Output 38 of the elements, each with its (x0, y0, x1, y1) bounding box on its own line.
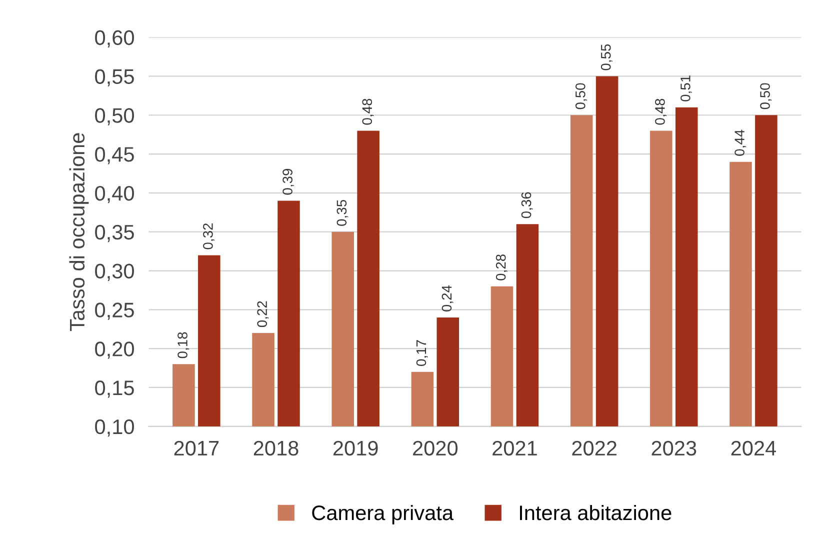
data-label: 0,22 (257, 301, 269, 328)
y-tick-label: 0,40 (95, 186, 134, 204)
y-tick-label: 0,45 (95, 147, 134, 164)
data-label: 0,48 (655, 98, 667, 125)
x-tick-label: 2020 (413, 440, 458, 456)
y-axis-title: Tasso di occupazione (69, 133, 89, 331)
y-tick-label: 0,10 (95, 419, 134, 437)
y-tick-label: 0,20 (95, 342, 134, 359)
data-label: 0,32 (203, 223, 215, 250)
data-label: 0,39 (282, 168, 294, 195)
y-tick-label: 0,25 (95, 302, 134, 320)
x-tick-label: 2021 (492, 440, 537, 456)
legend-label: Camera privata (312, 504, 454, 524)
data-label: 0,24 (442, 285, 454, 312)
data-label: 0,18 (178, 332, 190, 358)
data-label: 0,51 (680, 76, 692, 102)
data-label: 0,50 (760, 83, 772, 110)
y-tick-label: 0,55 (95, 69, 134, 86)
x-tick-label: 2018 (254, 440, 298, 456)
data-label: 0,36 (521, 192, 533, 218)
data-label: 0,35 (336, 200, 348, 226)
y-tick-label: 0,30 (95, 264, 134, 281)
x-tick-label: 2023 (652, 440, 696, 456)
data-label: 0,55 (600, 44, 612, 70)
data-label: 0,28 (496, 254, 508, 280)
x-tick-label: 2017 (174, 440, 219, 456)
x-tick-label: 2024 (731, 440, 776, 456)
x-tick-label: 2019 (333, 440, 378, 456)
data-label: 0,48 (362, 98, 374, 125)
y-tick-label: 0,15 (95, 380, 134, 398)
data-label: 0,44 (734, 130, 746, 156)
data-label: 0,50 (575, 83, 587, 110)
y-tick-label: 0,50 (95, 108, 134, 126)
y-tick-label: 0,35 (95, 224, 134, 242)
y-tick-label: 0,60 (95, 30, 134, 48)
data-label: 0,17 (416, 340, 428, 366)
legend-label: Intera abitazione (520, 504, 672, 520)
x-tick-label: 2022 (572, 440, 616, 456)
